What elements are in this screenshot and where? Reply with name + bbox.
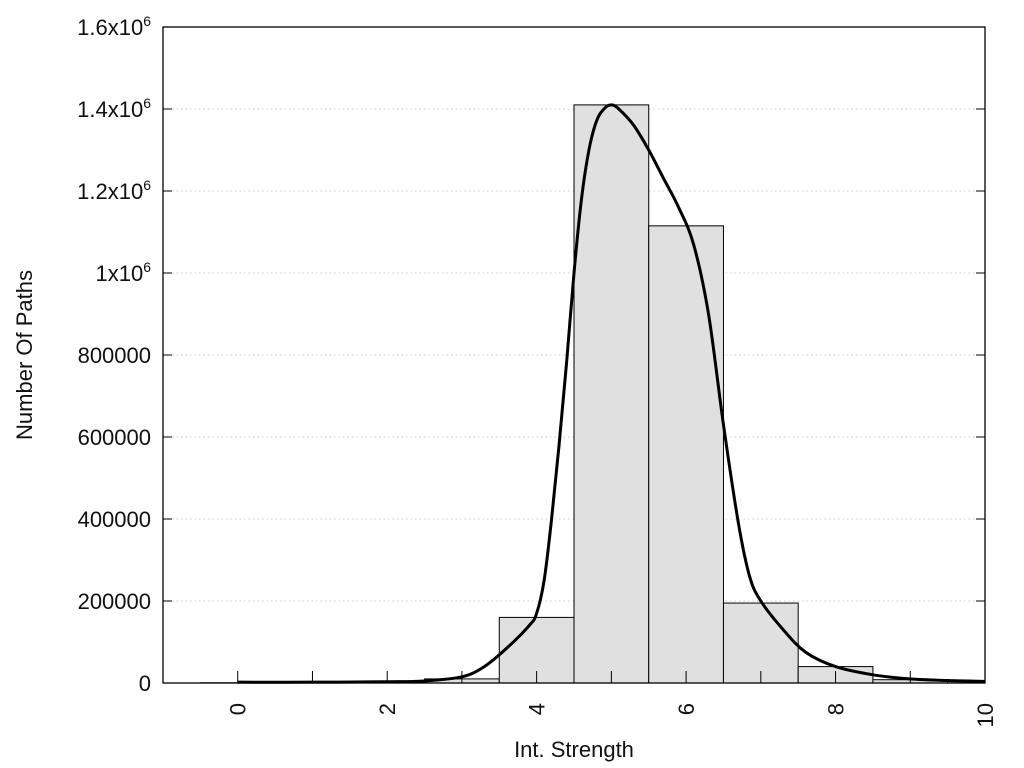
y-tick-label-7: 1.4x106 <box>77 95 151 122</box>
y-tick-label-6: 1.2x106 <box>77 177 151 204</box>
bar-6 <box>648 225 724 684</box>
y-tick-label-5: 1x106 <box>95 259 151 286</box>
y-tick-label-4: 800000 <box>78 343 151 368</box>
x-tick-label-0: 0 <box>226 703 251 715</box>
y-tick-label-3: 600000 <box>78 425 151 450</box>
bars <box>199 104 986 684</box>
x-tick-label-4: 8 <box>824 703 849 715</box>
fit-curve-layer <box>237 103 986 684</box>
axis-ticks <box>163 26 986 684</box>
y-tick-label-1: 200000 <box>78 589 151 614</box>
x-tick-labels: 0 2 4 6 8 10 <box>226 703 998 727</box>
bar-5 <box>573 104 650 684</box>
x-tick-label-2: 4 <box>525 703 550 715</box>
y-tick-label-0: 0 <box>139 671 151 696</box>
x-tick-label-1: 2 <box>375 703 400 715</box>
y-tick-label-2: 400000 <box>78 507 151 532</box>
y-tick-label-8: 1.6x106 <box>77 13 151 40</box>
x-tick-label-5: 10 <box>973 703 998 727</box>
y-tick-labels: 0 200000 400000 600000 800000 1x106 1.2x106 1.4… <box>77 13 151 696</box>
x-axis-title: Int. Strength <box>514 737 634 762</box>
x-tick-label-3: 6 <box>674 703 699 715</box>
fit-curve <box>237 103 986 684</box>
y-axis-title: Number Of Paths <box>12 270 37 440</box>
